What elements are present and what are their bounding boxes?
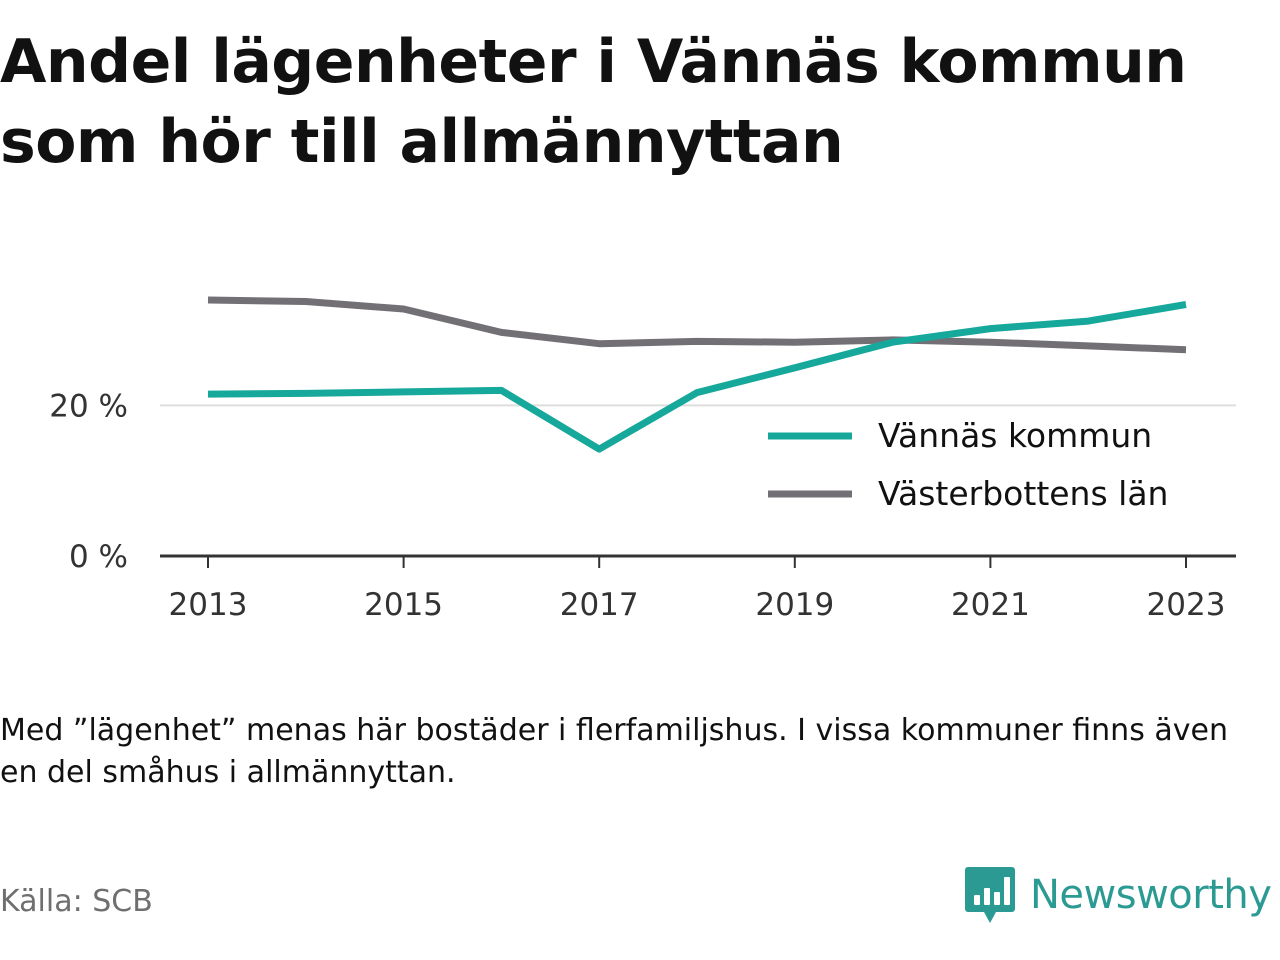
legend: Vännäs kommun Västerbottens län: [752, 410, 1222, 528]
series-line-vannas-kommun: [207, 301, 1187, 453]
x-tick-label: 2021: [951, 587, 1030, 623]
series: [207, 296, 1187, 453]
legend-background: [752, 410, 1222, 528]
legend-label: Västerbottens län: [878, 474, 1168, 513]
x-tick-label: 2023: [1147, 587, 1226, 623]
x-tick-label: 2015: [364, 587, 443, 623]
x-tick-label: 2013: [169, 587, 248, 623]
source-label: Källa: SCB: [0, 884, 153, 919]
y-tick-label: 0 %: [69, 539, 128, 575]
axes: 0 % 20 % 2013 2015 2017 2019 2021 2023: [49, 388, 1236, 623]
brand-name: Newsworthy: [1030, 872, 1272, 918]
legend-label: Vännäs kommun: [878, 416, 1152, 455]
chart-title: Andel lägenheter i Vännäs kommun som hör…: [0, 27, 1187, 177]
newsworthy-logo-icon: [965, 867, 1015, 923]
chart-footnote: Med ”lägenhet” menas här bostäder i fler…: [0, 713, 1228, 790]
x-tick-label: 2017: [560, 587, 639, 623]
brand-logo: Newsworthy: [964, 864, 1272, 926]
series-line-vasterbottens-lan: [207, 296, 1187, 354]
y-tick-label: 20 %: [49, 388, 128, 424]
x-tick-label: 2019: [755, 587, 834, 623]
